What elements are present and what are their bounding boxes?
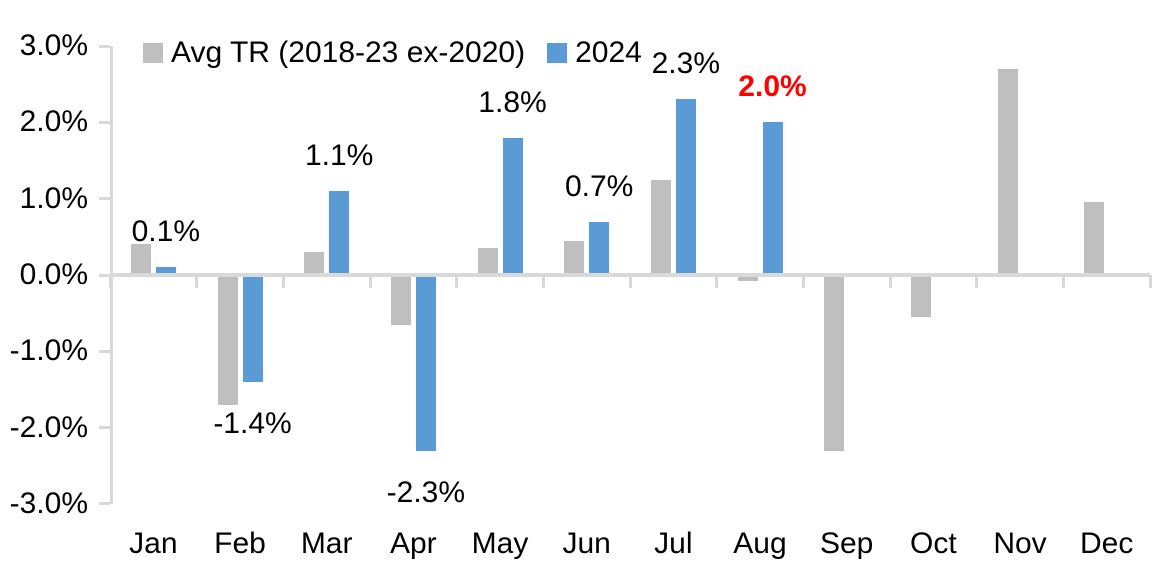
- x-tick-label-jul: Jul: [654, 527, 693, 560]
- legend-label-avg-tr: Avg TR (2018-23 ex-2020): [171, 36, 526, 69]
- bar-avg-jul: [650, 179, 671, 275]
- bar-avg-jan: [130, 244, 151, 275]
- bar-avg-mar: [304, 252, 325, 275]
- bar-avg-sep: [824, 275, 845, 451]
- y-tick-1.0%: [99, 197, 110, 201]
- x-tick-0: [108, 275, 112, 288]
- bar-avg-may: [477, 248, 498, 275]
- x-tick-3: [368, 275, 372, 288]
- bar-2024-jan: [155, 267, 176, 275]
- bar-avg-dec: [1084, 202, 1105, 275]
- bar-2024-feb: [242, 275, 263, 382]
- legend: Avg TR (2018-23 ex-2020) 2024: [143, 38, 642, 68]
- y-tick-label-2.0%: 2.0%: [19, 105, 88, 139]
- bar-2024-apr: [415, 275, 436, 451]
- x-tick-1: [195, 275, 199, 288]
- y-tick--3.0%: [99, 502, 110, 506]
- y-tick--1.0%: [99, 349, 110, 353]
- legend-entry-avg-tr: Avg TR (2018-23 ex-2020): [143, 38, 525, 68]
- x-tick-12: [1148, 275, 1152, 288]
- bar-avg-oct: [910, 275, 931, 317]
- y-tick-label--2.0%: -2.0%: [9, 410, 88, 444]
- legend-entry-2024: 2024: [547, 38, 642, 68]
- x-tick-label-apr: Apr: [389, 527, 437, 560]
- x-tick-2: [281, 275, 285, 288]
- data-label-may: 1.8%: [478, 85, 547, 119]
- data-label-apr: -2.3%: [386, 475, 466, 509]
- legend-label-2024: 2024: [575, 36, 642, 69]
- data-label-aug: 2.0%: [738, 70, 807, 104]
- y-tick-label-1.0%: 1.0%: [19, 181, 88, 215]
- x-tick-label-mar: Mar: [300, 527, 353, 560]
- bar-avg-jun: [564, 240, 585, 275]
- x-tick-10: [975, 275, 979, 288]
- bar-2024-jun: [589, 221, 610, 275]
- bar-2024-mar: [329, 191, 350, 275]
- x-tick-7: [715, 275, 719, 288]
- x-tick-label-jun: Jun: [562, 527, 611, 560]
- x-tick-label-jan: Jan: [129, 527, 178, 560]
- y-tick-label--1.0%: -1.0%: [9, 334, 88, 368]
- data-label-jun: 0.7%: [564, 169, 634, 203]
- x-tick-label-dec: Dec: [1079, 527, 1134, 560]
- data-label-mar: 1.1%: [304, 139, 374, 173]
- x-tick-label-nov: Nov: [993, 527, 1047, 560]
- x-tick-label-oct: Oct: [909, 527, 957, 560]
- x-tick-9: [888, 275, 892, 288]
- x-tick-label-sep: Sep: [819, 527, 874, 560]
- bar-avg-nov: [997, 68, 1018, 275]
- bar-2024-aug: [762, 122, 783, 275]
- y-tick-label--3.0%: -3.0%: [9, 486, 88, 520]
- x-tick-8: [801, 275, 805, 288]
- x-tick-11: [1061, 275, 1065, 288]
- bar-avg-feb: [217, 275, 238, 405]
- x-tick-label-may: May: [471, 527, 529, 560]
- data-label-jul: 2.3%: [651, 47, 721, 81]
- data-label-feb: -1.4%: [213, 406, 292, 440]
- x-tick-6: [628, 275, 632, 288]
- x-tick-5: [541, 275, 545, 288]
- y-tick-label-0.0%: 0.0%: [19, 258, 88, 291]
- y-tick-label-3.0%: 3.0%: [19, 29, 88, 62]
- bar-avg-apr: [390, 275, 411, 325]
- y-tick-2.0%: [99, 120, 110, 124]
- legend-swatch-2024-icon: [547, 43, 568, 63]
- bar-2024-may: [502, 137, 523, 275]
- bar-2024-jul: [675, 99, 696, 275]
- data-label-jan: 0.1%: [131, 215, 201, 249]
- x-tick-label-aug: Aug: [733, 527, 787, 560]
- y-tick--2.0%: [99, 426, 110, 430]
- bar-avg-aug: [737, 275, 758, 282]
- legend-swatch-avg-tr-icon: [143, 43, 163, 63]
- x-tick-label-feb: Feb: [214, 527, 266, 560]
- y-tick-3.0%: [99, 44, 110, 48]
- y-tick-0.0%: [99, 273, 110, 277]
- x-tick-4: [455, 275, 459, 288]
